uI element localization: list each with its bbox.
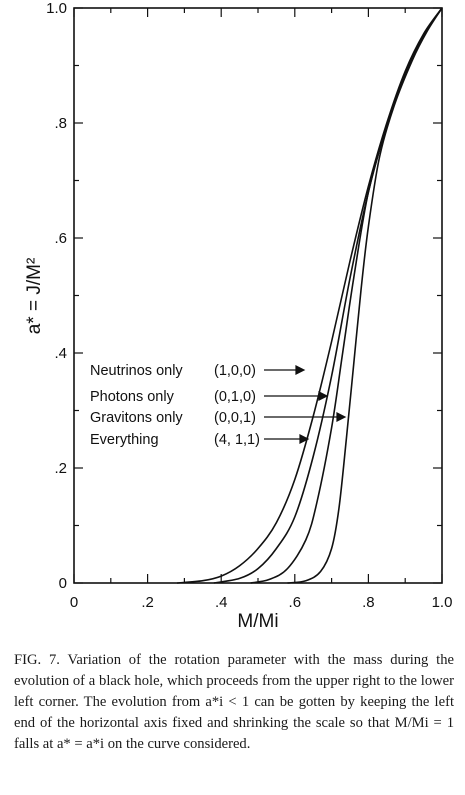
legend-label-neutrinos: Neutrinos only (90, 363, 183, 379)
y-tick-labels: 0 .2 .4 .6 .8 1.0 (46, 0, 67, 592)
y-tick-label: 0 (59, 575, 67, 592)
y-tick-label: .4 (54, 345, 67, 362)
arrowhead-neutrinos (295, 365, 306, 375)
legend-code-neutrinos: (1,0,0) (214, 363, 256, 379)
x-tick-label: .2 (141, 594, 154, 611)
legend-code-photons: (0,1,0) (214, 389, 256, 405)
y-tick-label: .2 (54, 460, 67, 477)
legend-label-everything: Everything (90, 432, 159, 448)
legend: Neutrinos only (1,0,0) Photons only (0,1… (90, 363, 347, 448)
legend-label-photons: Photons only (90, 389, 175, 405)
y-axis-label: a* = J/M² (24, 258, 45, 335)
x-tick-label: .6 (289, 594, 302, 611)
arrowhead-photons (318, 391, 329, 401)
x-tick-label: 0 (70, 594, 78, 611)
arrowhead-gravitons (336, 412, 347, 422)
curve-photons (213, 7, 443, 584)
legend-arrows (264, 365, 347, 444)
legend-label-gravitons: Gravitons only (90, 410, 183, 426)
y-tick-label: 1.0 (46, 0, 67, 17)
arrowhead-everything (299, 434, 310, 444)
y-tick-label: .8 (54, 115, 67, 132)
x-tick-label: .4 (215, 594, 228, 611)
figure-caption: FIG. 7. Variation of the rotation parame… (14, 652, 454, 752)
plot-frame (73, 7, 443, 584)
y-tick-label: .6 (54, 230, 67, 247)
legend-code-everything: (4, 1,1) (214, 432, 260, 448)
series-curves (176, 7, 443, 584)
chart: 0 .2 .4 .6 .8 1.0 0 .2 .4 .6 .8 1.0 M/Mi a* = J/M²… (24, 0, 453, 632)
x-axis-label: M/Mi (237, 611, 278, 632)
curve-neutrinos (176, 7, 443, 584)
axis-ticks (73, 7, 443, 584)
x-tick-labels: 0 .2 .4 .6 .8 1.0 (70, 594, 453, 611)
legend-code-gravitons: (0,0,1) (214, 410, 256, 426)
curve-gravitons (250, 7, 443, 584)
curve-everything (287, 7, 443, 584)
x-tick-label: 1.0 (432, 594, 453, 611)
x-tick-label: .8 (362, 594, 375, 611)
